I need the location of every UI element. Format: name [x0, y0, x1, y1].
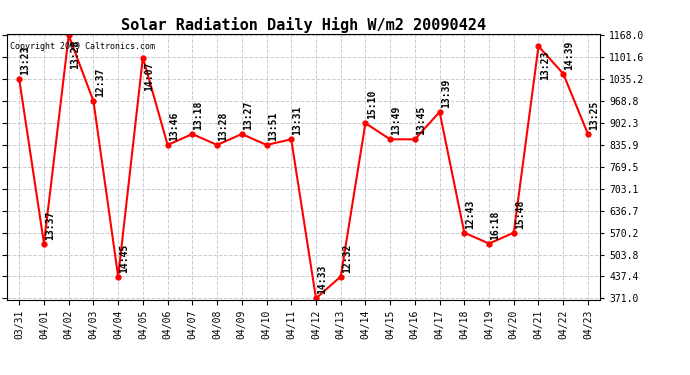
Text: 16:18: 16:18	[491, 210, 500, 240]
Text: 13:25: 13:25	[589, 101, 599, 130]
Text: 13:31: 13:31	[293, 106, 302, 135]
Text: 12:43: 12:43	[466, 200, 475, 229]
Text: 14:39: 14:39	[564, 40, 575, 70]
Text: Copyright 2009 Caltronics.com: Copyright 2009 Caltronics.com	[10, 42, 155, 51]
Text: 13:28: 13:28	[218, 112, 228, 141]
Text: 13:23: 13:23	[21, 46, 30, 75]
Text: 14:07: 14:07	[144, 62, 154, 91]
Text: 12:37: 12:37	[95, 68, 105, 97]
Text: 13:23: 13:23	[540, 50, 550, 80]
Title: Solar Radiation Daily High W/m2 20090424: Solar Radiation Daily High W/m2 20090424	[121, 16, 486, 33]
Text: 14:45: 14:45	[119, 243, 130, 273]
Text: 13:51: 13:51	[268, 112, 278, 141]
Text: 13:39: 13:39	[441, 79, 451, 108]
Text: 13:27: 13:27	[243, 101, 253, 130]
Text: 15:10: 15:10	[366, 90, 377, 119]
Text: 13:18: 13:18	[194, 101, 204, 130]
Text: 14:33: 14:33	[317, 265, 327, 294]
Text: 13:28: 13:28	[70, 39, 80, 69]
Text: 13:49: 13:49	[391, 106, 402, 135]
Text: 13:46: 13:46	[169, 112, 179, 141]
Text: 13:45: 13:45	[416, 106, 426, 135]
Text: 13:37: 13:37	[46, 210, 55, 240]
Text: 12:32: 12:32	[342, 243, 352, 273]
Text: 15:48: 15:48	[515, 200, 525, 229]
